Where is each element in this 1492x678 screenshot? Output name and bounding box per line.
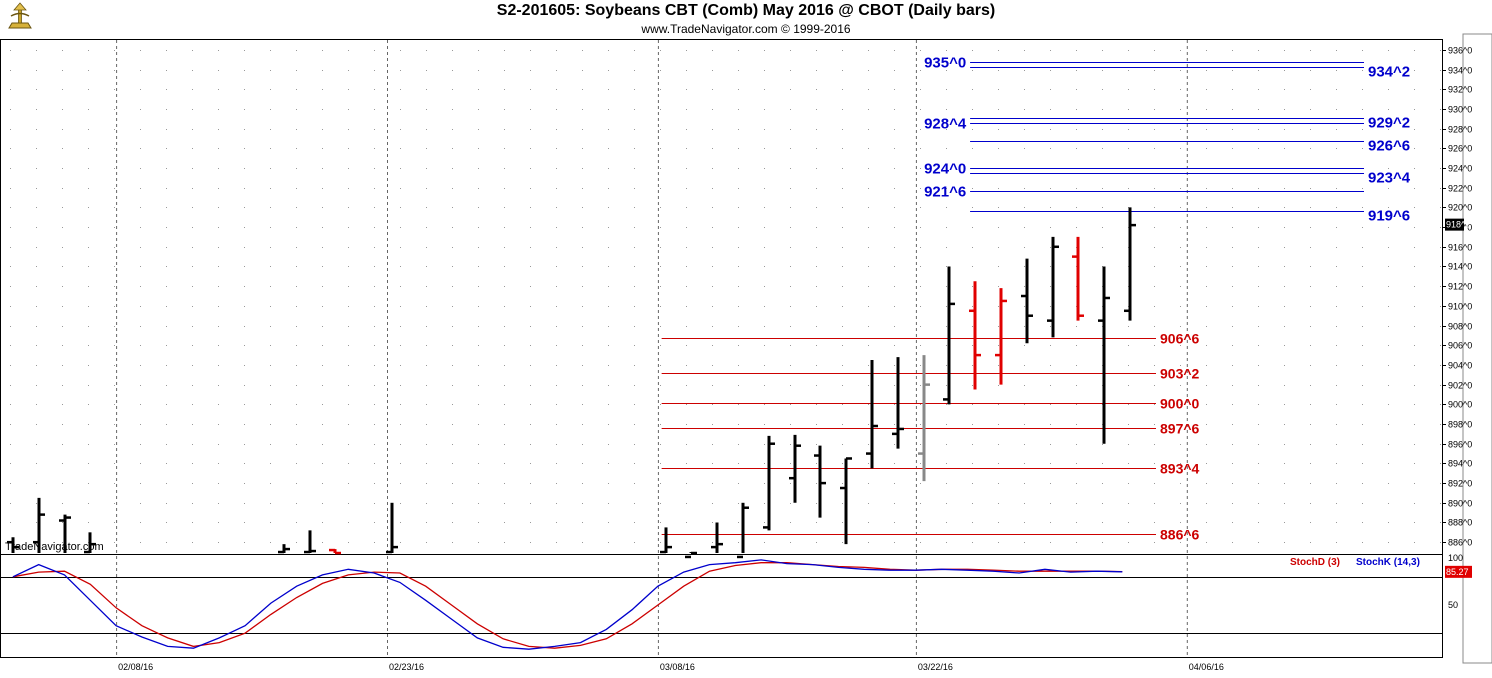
support-label: 906^6 <box>1160 331 1200 347</box>
resistance-label: 928^4 <box>924 116 967 133</box>
price-tick-label: 930^0 <box>1448 105 1472 115</box>
stochastic-panel: 100 50 85.27 StochD (3) StochK (14,3) <box>0 553 1472 650</box>
support-label: 900^0 <box>1160 396 1200 412</box>
date-axis: 02/08/16 02/23/16 03/08/16 03/22/16 04/06/16 <box>118 662 1224 672</box>
stoch-tick-label: 100 <box>1448 553 1463 563</box>
support-label: 897^6 <box>1160 421 1200 437</box>
chart-title: S2-201605: Soybeans CBT (Comb) May 2016 … <box>496 2 996 19</box>
price-tick-label: 898^0 <box>1448 420 1472 430</box>
price-tick-label: 908^0 <box>1448 322 1472 332</box>
resistance-label: 934^2 <box>1368 64 1410 81</box>
stoch-line <box>12 559 1123 650</box>
price-tick-label: 888^0 <box>1448 518 1472 528</box>
price-tick-label: 916^0 <box>1448 243 1472 253</box>
price-tick-label: 910^0 <box>1448 302 1472 312</box>
watermark: TradeNavigator.com <box>5 541 104 553</box>
price-tick-label: 912^0 <box>1448 282 1472 292</box>
price-tick-label: 932^0 <box>1448 85 1472 95</box>
stoch-value-label: 85.27 <box>1446 567 1469 577</box>
last-price-label: 918^2 <box>1446 220 1470 230</box>
date-tick-label: 03/08/16 <box>660 662 695 672</box>
price-tick-label: 924^0 <box>1448 164 1472 174</box>
date-tick-label: 02/08/16 <box>118 662 153 672</box>
resistance-label: 919^6 <box>1368 208 1410 225</box>
support-label: 893^4 <box>1160 461 1200 477</box>
stoch-legend-d: StochD (3) <box>1290 557 1340 568</box>
last-price-box <box>1445 218 1464 231</box>
support-label: 903^2 <box>1160 366 1200 382</box>
price-tick-label: 886^0 <box>1448 538 1472 548</box>
chart-grid <box>0 33 1492 664</box>
price-tick-label: 928^0 <box>1448 125 1472 135</box>
price-tick-label: 896^0 <box>1448 440 1472 450</box>
price-levels: 935^0 934^2 929^2 928^4 926^6 924^0 923^4 921^6… <box>661 55 1411 543</box>
plot-frame <box>0 39 1443 658</box>
price-tick-label: 900^0 <box>1448 400 1472 410</box>
price-tick-label: 892^0 <box>1448 479 1472 489</box>
chart-subtitle: www.TradeNavigator.com © 1999-2016 <box>641 22 851 36</box>
price-tick-label: 926^0 <box>1448 144 1472 154</box>
price-tick-label: 936^0 <box>1448 46 1472 56</box>
stoch-legend-k: StochK (14,3) <box>1356 557 1420 568</box>
date-tick-label: 02/23/16 <box>389 662 424 672</box>
trade-navigator-logo-icon <box>8 2 32 29</box>
price-bars <box>7 207 1136 559</box>
price-tick-label: 920^0 <box>1448 203 1472 213</box>
price-tick-label: 890^0 <box>1448 499 1472 509</box>
price-tick-label: 922^0 <box>1448 184 1472 194</box>
resistance-label: 935^0 <box>924 55 966 72</box>
resistance-label: 921^6 <box>924 184 966 201</box>
stoch-tick-label: 50 <box>1448 600 1458 610</box>
date-tick-label: 04/06/16 <box>1189 662 1224 672</box>
price-tick-label: 914^0 <box>1448 262 1472 272</box>
price-tick-label: 904^0 <box>1448 361 1472 371</box>
right-scroll-area <box>1462 33 1492 664</box>
resistance-label: 929^2 <box>1368 115 1410 132</box>
price-tick-label: 906^0 <box>1448 341 1472 351</box>
price-tick-label: 902^0 <box>1448 381 1472 391</box>
stoch-line <box>12 562 1123 649</box>
resistance-label: 923^4 <box>1368 170 1411 187</box>
resistance-label: 926^6 <box>1368 138 1410 155</box>
date-tick-label: 03/22/16 <box>918 662 953 672</box>
price-tick-label: 934^0 <box>1448 66 1472 76</box>
price-axis: 886^0 888^0 890^0 892^0 894^0 896^0 898^0 900^0… <box>1442 46 1472 548</box>
stoch-value-box <box>1445 565 1472 578</box>
support-label: 886^6 <box>1160 527 1200 543</box>
resistance-label: 924^0 <box>924 161 966 178</box>
price-tick-label: 894^0 <box>1448 459 1472 469</box>
